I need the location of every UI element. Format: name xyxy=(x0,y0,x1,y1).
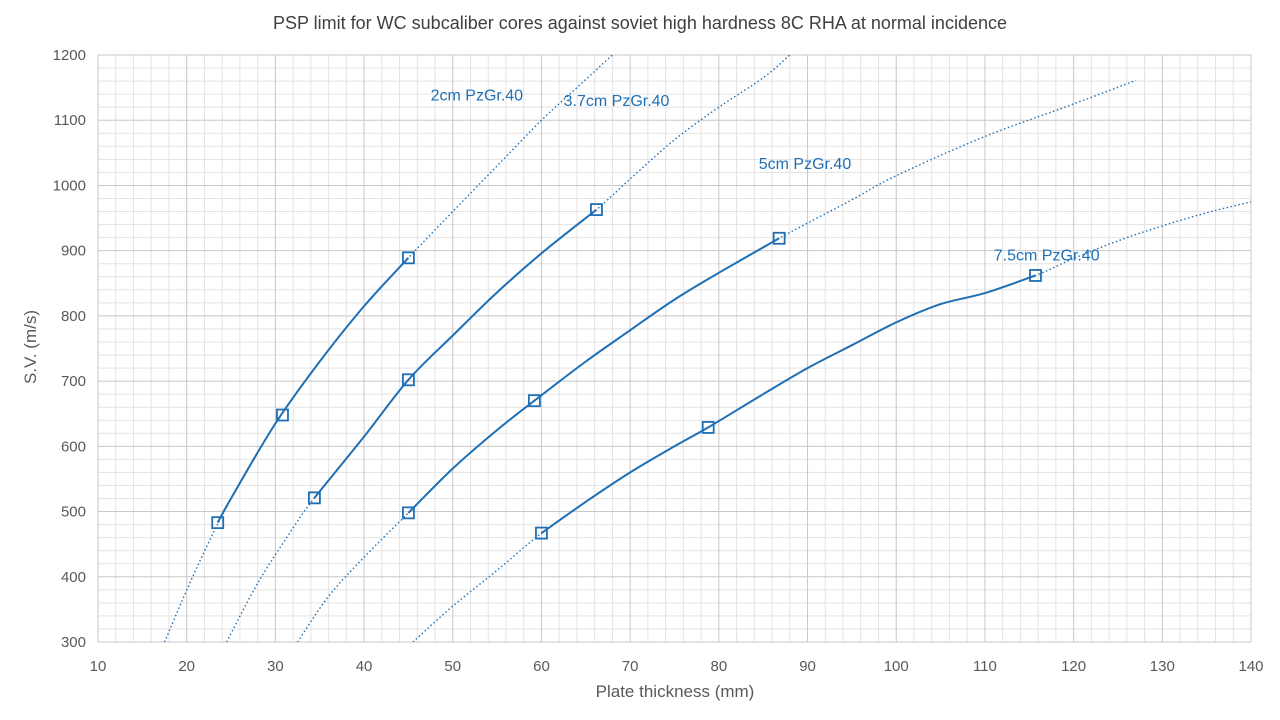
x-tick-label: 110 xyxy=(973,658,997,675)
y-tick-label: 1000 xyxy=(53,177,86,194)
x-tick-label: 100 xyxy=(884,658,909,675)
x-tick-label: 90 xyxy=(799,658,816,675)
data-point xyxy=(1029,269,1042,282)
series-label: 2cm PzGr.40 xyxy=(431,88,524,105)
y-tick-label: 400 xyxy=(61,569,86,586)
x-tick-label: 120 xyxy=(1061,658,1086,675)
y-tick-label: 900 xyxy=(61,243,86,260)
plot-grid xyxy=(97,54,1252,643)
y-tick-label: 600 xyxy=(61,438,86,455)
x-tick-label: 50 xyxy=(444,658,461,675)
y-tick-label: 500 xyxy=(61,504,86,521)
y-tick-label: 1200 xyxy=(53,47,86,64)
y-tick-label: 800 xyxy=(61,308,86,325)
x-axis-title: Plate thickness (mm) xyxy=(596,682,755,701)
y-tick-label: 1100 xyxy=(54,112,86,129)
series-line xyxy=(407,237,780,514)
y-tick-label: 300 xyxy=(61,634,86,651)
data-point xyxy=(527,394,541,408)
x-tick-label: 10 xyxy=(90,658,107,675)
x-tick-label: 80 xyxy=(711,658,728,675)
data-point xyxy=(772,231,786,245)
series-trendline xyxy=(412,201,1251,642)
series-line xyxy=(540,274,1036,534)
data-point xyxy=(402,506,415,520)
tick-labels: 10 20 30 40 50 60 70 80 90 100 110 120 130 140 300 400 5… xyxy=(53,47,1264,675)
data-point xyxy=(211,516,225,530)
series-label: 7.5cm PzGr.40 xyxy=(994,247,1100,264)
series-labels: 2cm PzGr.40 3.7cm PzGr.40 5cm PzGr.40 7.5cm… xyxy=(431,88,1100,265)
data-point xyxy=(276,408,289,422)
data-point xyxy=(535,526,548,540)
series-label: 3.7cm PzGr.40 xyxy=(564,93,670,110)
x-tick-label: 40 xyxy=(356,658,373,675)
data-point xyxy=(402,251,415,265)
fit-curves xyxy=(216,208,1036,534)
x-tick-label: 140 xyxy=(1238,658,1263,675)
y-tick-label: 700 xyxy=(61,373,86,390)
data-point xyxy=(308,491,321,505)
x-tick-label: 20 xyxy=(178,658,195,675)
x-tick-label: 70 xyxy=(622,658,639,675)
chart-title: PSP limit for WC subcaliber cores agains… xyxy=(273,13,1007,33)
x-tick-label: 130 xyxy=(1150,658,1175,675)
data-markers xyxy=(211,203,1042,540)
data-point xyxy=(701,421,715,434)
x-tick-label: 30 xyxy=(267,658,284,675)
data-point xyxy=(590,203,603,216)
series-label: 5cm PzGr.40 xyxy=(759,156,852,173)
series-line xyxy=(313,208,598,499)
data-point xyxy=(402,373,415,387)
x-tick-label: 60 xyxy=(533,658,550,675)
y-axis-title: S.V. (m/s) xyxy=(21,310,40,384)
series-line xyxy=(216,257,410,524)
